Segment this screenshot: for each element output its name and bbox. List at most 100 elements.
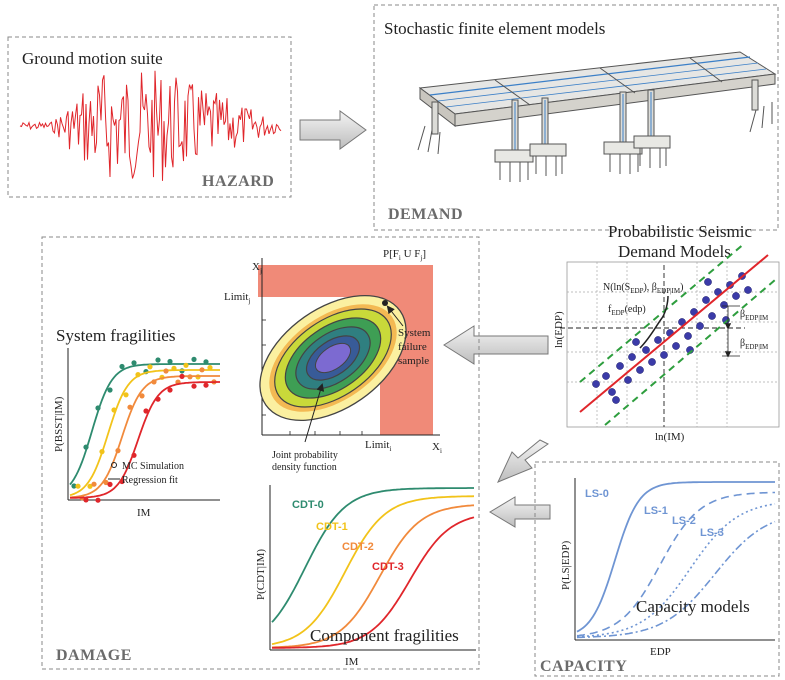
psdm-normal-label: N(ln(SEDP), βEDP|IM)	[603, 282, 683, 295]
mc-simulation-point	[83, 497, 89, 503]
mc-simulation-point	[135, 372, 141, 378]
component-curve-3	[271, 516, 475, 649]
cdt-2-label: CDT-2	[342, 541, 374, 553]
arrow-hazard-to-demand	[299, 110, 367, 150]
psdm-point	[696, 322, 704, 330]
psdm-beta-label-2: βEDP|IM	[740, 338, 769, 351]
mc-simulation-point	[107, 387, 113, 393]
cdt-1-label: CDT-1	[316, 521, 348, 533]
mc-simulation-point	[203, 359, 209, 365]
component-curve-2	[271, 504, 475, 649]
mc-simulation-point	[71, 483, 77, 489]
mc-simulation-point	[111, 407, 117, 413]
bridge-model-illustration	[417, 51, 777, 182]
legend-fit-label: Regression fit	[122, 475, 178, 486]
component-curve-0	[271, 487, 474, 623]
system-fragility-curves	[69, 356, 220, 503]
limit-i-label: Limiti	[365, 439, 391, 453]
psdm-point	[672, 342, 680, 350]
demand-stage-label: DEMAND	[388, 206, 463, 223]
psdm-point	[624, 376, 632, 384]
psdm-point	[642, 346, 650, 354]
mc-simulation-point	[131, 360, 137, 366]
capacity-models-title: Capacity models	[636, 597, 750, 616]
psdm-point	[632, 338, 640, 346]
joint-title: P[Fi U Fj]	[383, 248, 426, 262]
component-fragilities-title: Component fragilities	[310, 626, 459, 645]
psdm-point	[608, 388, 616, 396]
capacity-curve-ls0	[576, 481, 775, 633]
seismogram-trace	[19, 70, 282, 181]
mc-simulation-point	[151, 379, 157, 385]
capacity-panel-border	[534, 461, 780, 677]
failure-label-line1: System	[398, 327, 431, 339]
demand-title: Stochastic finite element models	[384, 19, 605, 38]
arrow-psdm-to-component	[497, 439, 549, 483]
arrow-capacity-to-component	[489, 496, 551, 528]
ls-3-label: LS-3	[700, 527, 724, 539]
mc-simulation-point	[119, 478, 125, 485]
component-curve-1	[271, 495, 475, 645]
mc-simulation-point	[167, 387, 173, 393]
mc-simulation-point	[103, 479, 109, 486]
psdm-beta-label-1: βEDP|IM	[740, 309, 769, 322]
joint-probability-plot: P[Fi U Fj] Xj Xi Limitj Limiti System fa…	[224, 248, 442, 473]
mc-simulation-point	[171, 365, 177, 371]
system-curve-1	[69, 369, 220, 497]
legend-mc-marker	[111, 462, 117, 468]
mc-simulation-point	[119, 363, 125, 370]
mc-simulation-point	[83, 444, 89, 450]
psdm-point	[592, 380, 600, 388]
psdm-point	[660, 351, 668, 359]
psdm-point	[602, 372, 610, 380]
psdm-point	[616, 362, 624, 370]
psdm-point	[702, 296, 710, 304]
psdm-panel: Probabilistic Seismic Demand Models N(ln…	[553, 222, 780, 443]
psdm-point	[636, 366, 644, 374]
psdm-point	[708, 312, 716, 320]
capacity-panel: LS-0 LS-1 LS-2 LS-3 P(LS|EDP) EDP Capaci…	[534, 461, 780, 677]
system-curve-3	[69, 381, 220, 499]
failure-label-line2: failure	[398, 341, 427, 353]
component-fragility-curves	[271, 487, 475, 649]
mc-simulation-point	[155, 396, 161, 402]
system-curve-0	[69, 363, 220, 486]
mc-simulation-point	[191, 383, 197, 389]
cdt-0-label: CDT-0	[292, 499, 324, 511]
mc-simulation-point	[123, 392, 129, 398]
psdm-point	[704, 278, 712, 286]
mc-simulation-point	[163, 368, 169, 374]
psdm-point	[732, 292, 740, 300]
ls-1-label: LS-1	[644, 505, 668, 517]
damage-stage-label: DAMAGE	[56, 647, 132, 664]
mc-simulation-point	[99, 449, 105, 455]
psdm-pdf-curve	[639, 295, 669, 349]
mc-simulation-point	[75, 483, 81, 489]
mc-simulation-point	[203, 382, 209, 388]
mc-simulation-point	[131, 452, 137, 458]
mc-simulation-point	[207, 365, 213, 371]
psdm-regression-line	[579, 254, 769, 413]
jpdf-label-line2: density function	[272, 462, 337, 473]
psdm-plot-frame	[566, 261, 780, 428]
system-y-axis-label: P(BSST|IM)	[53, 396, 65, 452]
legend-mc-label: MC Simulation	[122, 461, 184, 472]
component-x-axis-label: IM	[345, 656, 359, 668]
mc-simulation-point	[87, 483, 93, 489]
damage-panel-border	[41, 236, 480, 670]
system-failure-sample-point	[382, 300, 388, 306]
psdm-point	[684, 332, 692, 340]
demand-panel: Stochastic finite element models	[373, 4, 779, 231]
mc-simulation-point	[183, 362, 189, 368]
mc-simulation-point	[199, 367, 205, 373]
psdm-upper-band	[579, 242, 746, 383]
psdm-title-line1: Probabilistic Seismic	[608, 222, 752, 241]
joint-y-axis-label: Xj	[252, 261, 262, 275]
capacity-y-axis-label: P(LS|EDP)	[560, 540, 572, 590]
arrow-psdm-to-damage	[443, 325, 549, 365]
mc-simulation-point	[115, 448, 121, 454]
mc-simulation-point	[155, 357, 161, 363]
mc-simulation-point	[107, 481, 113, 487]
psdm-point	[648, 358, 656, 366]
